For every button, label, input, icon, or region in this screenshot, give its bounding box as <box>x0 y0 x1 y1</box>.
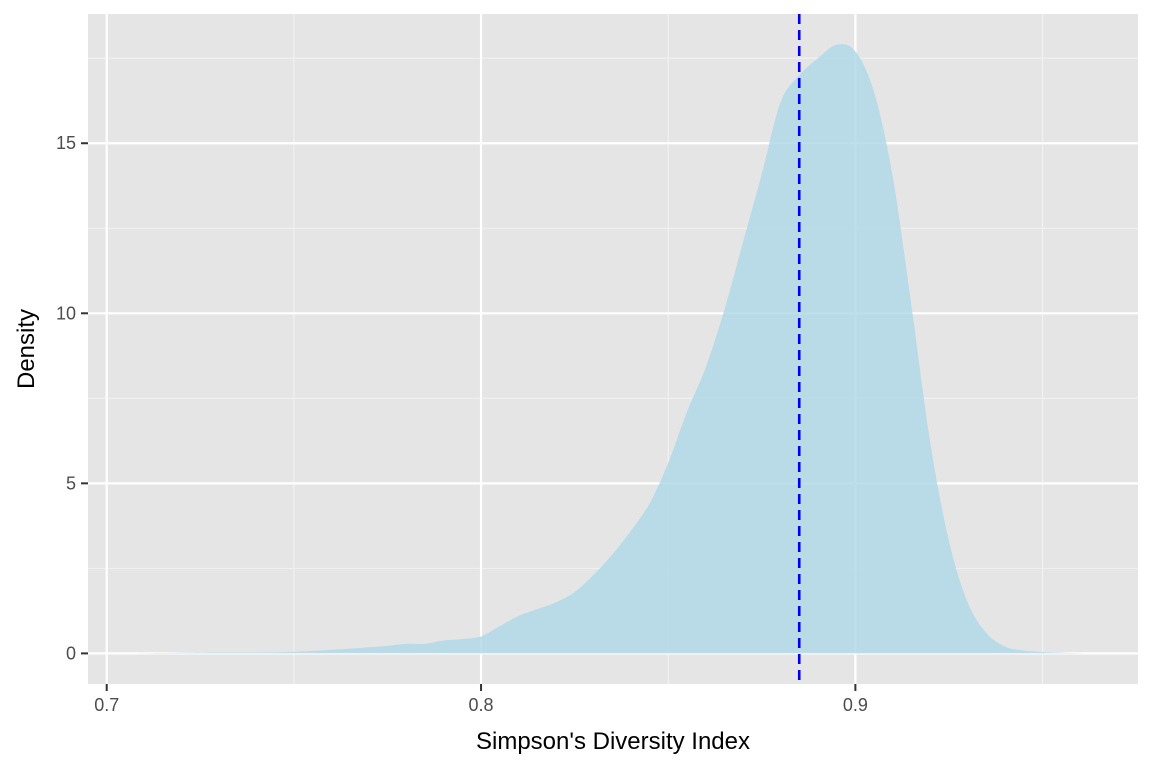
x-tick-label: 0.8 <box>469 695 494 715</box>
x-axis-ticks: 0.7 0.8 0.9 <box>94 684 868 715</box>
y-tick-label: 10 <box>56 303 76 323</box>
x-axis-title: Simpson's Diversity Index <box>476 728 750 755</box>
x-tick-label: 0.9 <box>843 695 868 715</box>
density-area <box>129 44 1088 654</box>
x-tick-label: 0.7 <box>94 695 119 715</box>
y-tick-label: 5 <box>66 473 76 493</box>
y-axis-title: Density <box>13 309 40 389</box>
y-tick-label: 0 <box>66 643 76 663</box>
y-tick-label: 15 <box>56 133 76 153</box>
y-axis-ticks: 0 5 10 15 <box>56 133 88 663</box>
